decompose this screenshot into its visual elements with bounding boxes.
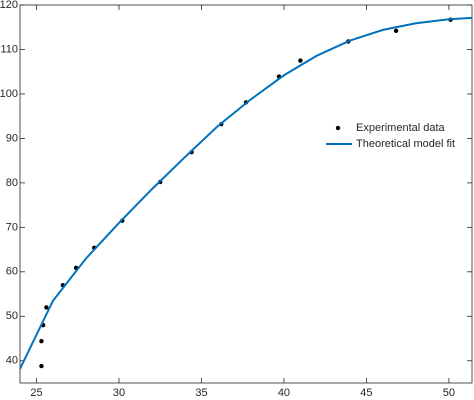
data-point xyxy=(44,305,49,310)
y-tick-label: 70 xyxy=(6,221,18,233)
data-point xyxy=(39,338,44,344)
y-tick-label: 50 xyxy=(6,310,18,322)
x-tick-label: 25 xyxy=(30,387,42,399)
y-tick-label: 100 xyxy=(0,88,18,100)
y-tick-label: 120 xyxy=(0,0,18,11)
x-tick-label: 50 xyxy=(443,387,455,399)
legend-label: Experimental data xyxy=(356,122,446,134)
fit-line xyxy=(19,16,473,370)
plot-area xyxy=(19,4,473,384)
x-tick-label: 45 xyxy=(360,387,372,399)
data-point xyxy=(393,28,399,33)
y-tick-label: 80 xyxy=(6,177,18,189)
data-point xyxy=(39,363,44,369)
y-tick-label: 110 xyxy=(0,43,18,55)
x-tick-label: 40 xyxy=(278,387,290,399)
x-tick-label: 30 xyxy=(113,387,125,399)
x-tick-label: 35 xyxy=(195,387,207,399)
y-tick-label: 40 xyxy=(6,355,18,367)
legend-label: Theoretical model fit xyxy=(356,138,455,150)
y-tick-label: 60 xyxy=(6,266,18,278)
legend-marker xyxy=(335,125,341,131)
y-tick-label: 90 xyxy=(6,132,18,144)
data-point xyxy=(298,58,303,63)
